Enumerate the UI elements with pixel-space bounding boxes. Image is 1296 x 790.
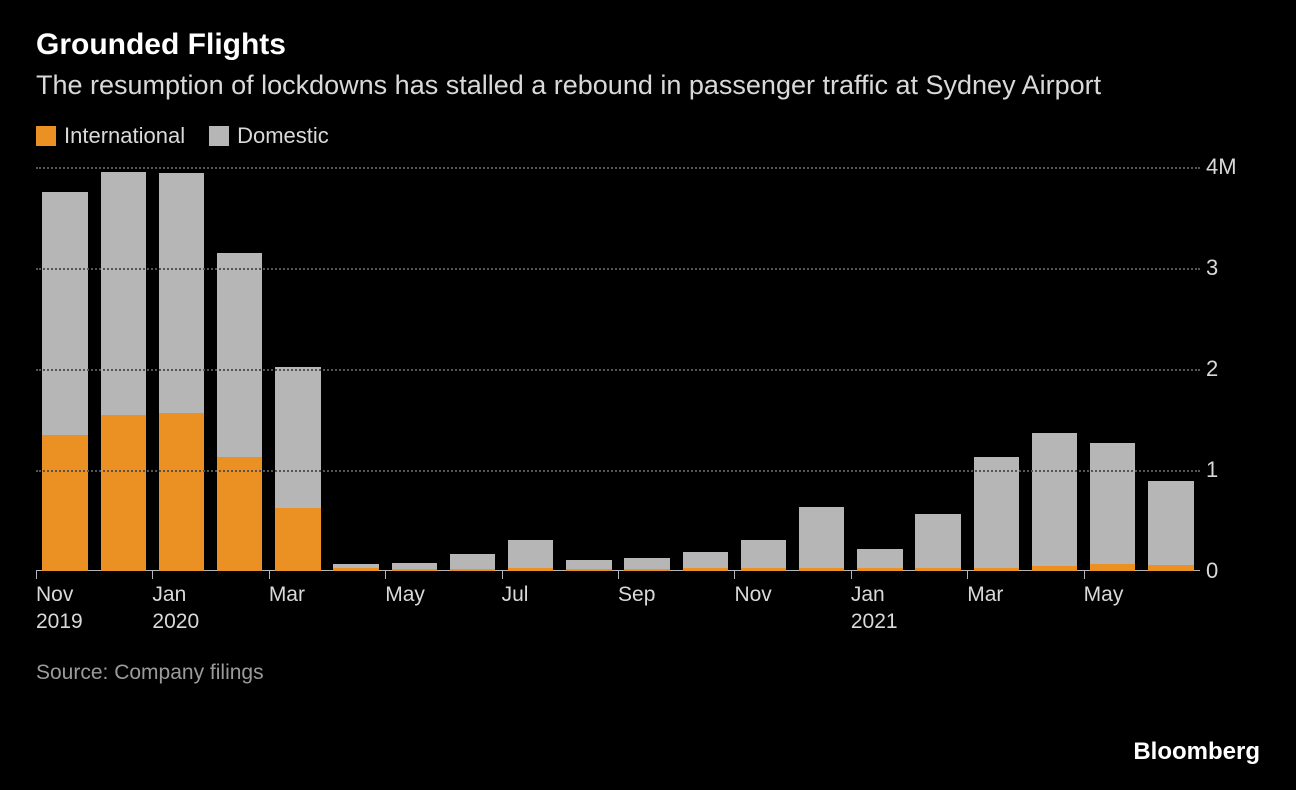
legend-item-international: International [36,123,185,149]
x-axis-label: Jul [502,581,529,608]
bar-segment-domestic [159,173,204,412]
chart-subtitle: The resumption of lockdowns has stalled … [36,68,1216,103]
x-slot: Jul [502,571,560,637]
legend-item-domestic: Domestic [209,123,329,149]
bar-segment-domestic [974,457,1019,567]
bar-segment-domestic [566,560,611,569]
bar-segment-domestic [683,552,728,568]
x-axis-label: Mar [967,581,1003,608]
x-tick [851,571,852,579]
chart-legend: International Domestic [36,123,1260,149]
bar-segment-domestic [857,549,902,568]
x-slot [94,571,152,637]
x-tick [734,571,735,579]
bar-segment-domestic [1090,443,1135,564]
x-slot: Mar [269,571,327,637]
plot-area: 01234M [36,167,1200,571]
x-tick [1084,571,1085,579]
x-axis-label: Mar [269,581,305,608]
x-slot: Nov [734,571,792,637]
x-slot [793,571,851,637]
y-tick-label: 2 [1206,356,1258,382]
gridline [36,369,1200,371]
legend-swatch-international [36,126,56,146]
x-slot [560,571,618,637]
x-tick [502,571,503,579]
x-slot: Sep [618,571,676,637]
bar-segment-domestic [275,367,320,508]
x-slot [1142,571,1200,637]
y-tick-label: 1 [1206,457,1258,483]
x-slot [676,571,734,637]
x-tick [385,571,386,579]
brand-bloomberg: Bloomberg [1133,738,1260,766]
bar-segment-international [1090,564,1135,571]
x-tick [269,571,270,579]
x-slot: Nov 2019 [36,571,94,637]
x-slot: Jan 2021 [851,571,909,637]
bar-segment-domestic [1148,481,1193,565]
y-tick-label: 4M [1206,154,1258,180]
bar-segment-international [275,508,320,571]
x-tick [152,571,153,579]
x-slot: May [385,571,443,637]
bar-segment-domestic [624,558,669,568]
bar-segment-domestic [217,253,262,457]
x-axis-label: Sep [618,581,655,608]
bar-segment-domestic [799,507,844,568]
x-slot [211,571,269,637]
bar-segment-international [159,413,204,572]
gridline [36,167,1200,169]
x-axis-label: May [1084,581,1124,608]
y-tick-label: 3 [1206,255,1258,281]
x-axis-label: Nov [734,581,771,608]
bar-segment-domestic [101,172,146,414]
x-slot [1025,571,1083,637]
x-slot: Jan 2020 [152,571,210,637]
x-tick [36,571,37,579]
x-slot: Mar [967,571,1025,637]
chart-source: Source: Company filings [36,661,1260,685]
bar-segment-international [101,415,146,572]
x-slot [909,571,967,637]
x-slot [327,571,385,637]
legend-label-international: International [64,123,185,149]
x-slot: May [1084,571,1142,637]
bar-segment-international [217,457,262,571]
y-tick-label: 0 [1206,558,1258,584]
bar-segment-international [42,435,87,571]
legend-swatch-domestic [209,126,229,146]
bar-segment-domestic [915,514,960,569]
bar-segment-domestic [508,540,553,568]
gridline [36,470,1200,472]
chart-title: Grounded Flights [36,28,1260,62]
bar-segment-domestic [1032,433,1077,566]
gridline [36,268,1200,270]
x-axis: Nov 2019 Jan 2020 Mar May Jul Sep Nov Jan 2021 M… [36,571,1200,637]
x-tick [618,571,619,579]
x-axis-label: Jan 2021 [851,581,898,636]
bar-segment-domestic [741,540,786,568]
bar-segment-domestic [450,554,495,568]
x-slot [443,571,501,637]
x-axis-label: Nov 2019 [36,581,83,636]
chart-area: 01234M Nov 2019 Jan 2020 Mar May Jul Sep Nov Ja… [36,167,1260,637]
x-axis-label: May [385,581,425,608]
x-axis-label: Jan 2020 [152,581,199,636]
legend-label-domestic: Domestic [237,123,329,149]
bar-segment-domestic [42,192,87,434]
x-tick [967,571,968,579]
